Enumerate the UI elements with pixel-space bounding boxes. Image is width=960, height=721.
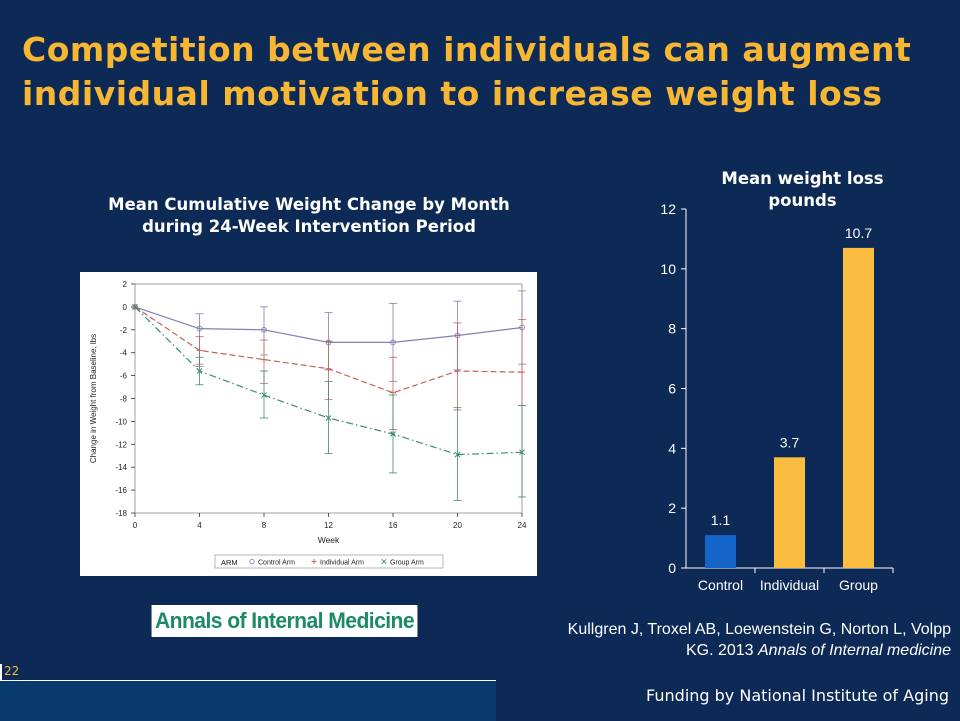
x-tick-label: 0 [133,521,138,530]
citation-year: KG. 2013 [685,642,758,659]
bar-chart-title: Mean weight loss pounds [690,168,915,212]
y-tick-label: -4 [120,349,128,358]
y-tick-label: -2 [120,326,128,335]
x-tick-label: 8 [262,521,267,530]
x-tick-label: 4 [197,521,202,530]
citation-journal: Annals of Internal medicine [758,642,951,659]
data-point [196,325,203,332]
data-point [132,304,138,310]
data-point [325,415,332,421]
bar-group [843,247,874,568]
data-point [196,347,203,354]
x-tick-label: 24 [518,521,527,530]
slide-title-line2: individual motivation to increase weight… [22,74,883,113]
mean-weight-loss-bar-chart: 0 2 4 6 8 10 12 1.1 Control 3.7 Individual 10.7 Grou… [660,201,894,593]
slide-title: Competition between individuals can augm… [22,28,942,116]
legend-marker [311,559,317,564]
data-point [261,356,267,363]
legend-title: ARM [221,558,238,567]
y-tick-label: 4 [668,440,676,456]
y-tick-label: -16 [115,486,127,495]
data-point [261,392,267,398]
slide-title-line1: Competition between individuals can augm… [22,30,912,69]
bar-value-label: 10.7 [845,225,872,241]
bar-value-label: 3.7 [780,434,800,450]
data-point [196,368,203,374]
citation-line1: Kullgren J, Troxel AB, Loewenstein G, No… [567,621,951,638]
data-point [454,451,461,458]
y-tick-label: -12 [115,440,127,449]
legend-label: Individual Arm [320,560,364,567]
slide-number: 22 [4,664,20,678]
legend-label: Group Arm [390,560,424,567]
y-tick-label: 0 [123,303,128,312]
bar-chart-title-line2: pounds [768,191,837,210]
legend-label: Control Arm [258,560,295,567]
line-chart-title-line1: Mean Cumulative Weight Change by Month [108,195,510,214]
bar-control [705,535,736,568]
y-axis-label: Change in Weight from Baseline, lbs [89,334,98,463]
y-tick-label: 6 [668,381,676,397]
line-chart-legend: ARM Control Arm Individual Arm Group Arm [214,554,444,569]
y-tick-label: 0 [668,560,676,576]
footer-divider [0,664,2,681]
bar-chart-title-line1: Mean weight loss [721,169,884,188]
data-point [390,431,396,437]
legend-marker [381,558,387,565]
y-tick-label: 12 [660,201,676,217]
x-axis-label: Week [318,535,340,545]
y-tick-label: -10 [115,417,127,426]
y-tick-label: 2 [123,280,128,289]
funding-note: Funding by National Institute of Aging [646,686,949,705]
x-category-label: Individual [760,577,819,593]
y-tick-label: -8 [120,395,128,404]
x-tick-label: 12 [324,521,333,530]
data-point [390,339,396,346]
y-tick-label: 8 [668,321,676,337]
data-point [454,368,461,375]
weight-change-line-chart: 20-2-4-6-8-10-12-14-16-180 4 8 12 16 20 24Week… [89,280,527,569]
legend-marker [249,558,255,565]
x-tick-label: 16 [389,521,398,530]
y-tick-label: -18 [115,509,127,518]
line-chart-title-line2: during 24-Week Intervention Period [142,217,476,236]
bar-individual [774,457,805,568]
x-category-label: Group [839,577,878,593]
y-tick-label: 10 [660,261,676,277]
citation-line2: KG. 2013 Annals of Internal medicine [471,640,951,661]
footer-bar [0,680,496,721]
y-tick-label: -6 [120,372,128,381]
data-point [261,326,267,333]
legend-frame [214,554,444,569]
y-tick-label: -14 [115,463,127,472]
line-chart-title: Mean Cumulative Weight Change by Month d… [84,194,534,238]
data-point [519,449,525,456]
bar-value-label: 1.1 [711,512,731,528]
x-tick-label: 20 [453,521,462,530]
data-point [325,365,332,372]
bar-chart-panel: 0 2 4 6 8 10 12 1.1 Control 3.7 Individual 10.7 Grou… [630,196,920,605]
line-chart-panel: 2 0 -2 -4 -6 -8 -10 -12 -14 -16 -18 0 4 8 12 16 20 24 Week… [80,272,537,576]
x-category-label: Control [698,577,743,593]
citation: Kullgren J, Troxel AB, Loewenstein G, No… [471,619,951,661]
journal-logo: Annals of Internal Medicine [151,605,418,637]
data-point [519,369,525,376]
y-tick-label: 2 [668,500,676,516]
